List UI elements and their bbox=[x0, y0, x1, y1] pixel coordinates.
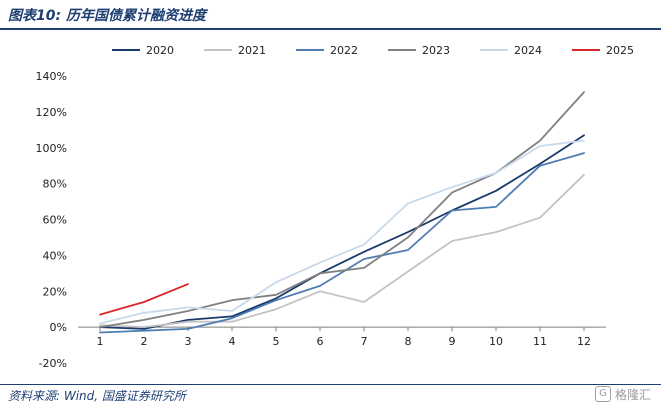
y-tick-label: 120% bbox=[36, 106, 67, 119]
y-tick-label: 100% bbox=[36, 142, 67, 155]
y-tick-label: 0% bbox=[50, 321, 67, 334]
series-lines bbox=[99, 91, 585, 334]
chart-legend: 2020 2021 2022 2023 2024 2025 bbox=[112, 44, 634, 57]
x-tick-label: 7 bbox=[361, 335, 368, 348]
y-tick-label: 80% bbox=[43, 178, 67, 191]
legend-label-2023: 2023 bbox=[422, 44, 450, 57]
legend-label-2021: 2021 bbox=[238, 44, 266, 57]
x-tick-label: 6 bbox=[317, 335, 324, 348]
y-tick-label: 140% bbox=[36, 70, 67, 83]
source-divider bbox=[0, 384, 661, 385]
y-tick-label: 40% bbox=[43, 249, 67, 262]
legend-label-2020: 2020 bbox=[146, 44, 174, 57]
legend-label-2022: 2022 bbox=[330, 44, 358, 57]
legend-label-2025: 2025 bbox=[606, 44, 634, 57]
figure-title: 图表10: 历年国债累计融资进度 bbox=[8, 8, 206, 24]
title-bar: 图表10: 历年国债累计融资进度 bbox=[0, 0, 661, 30]
watermark-text: 格隆汇 bbox=[614, 387, 651, 402]
legend-label-2024: 2024 bbox=[514, 44, 542, 57]
x-tick-label: 8 bbox=[405, 335, 412, 348]
x-tick-label: 10 bbox=[489, 335, 503, 348]
series-line-2025 bbox=[99, 283, 189, 316]
y-tick-label: -20% bbox=[39, 357, 67, 370]
series-line-2023 bbox=[99, 91, 585, 328]
series-line-2021 bbox=[99, 173, 585, 328]
x-axis: 1 2 3 4 5 6 7 8 9 10 11 12 bbox=[78, 326, 606, 348]
source-note: 资料来源: Wind, 国盛证券研究所 bbox=[8, 389, 186, 403]
x-tick-label: 1 bbox=[97, 335, 104, 348]
y-tick-label: 20% bbox=[43, 285, 67, 298]
gelonghui-logo-icon: G bbox=[594, 386, 611, 402]
series-line-2020 bbox=[99, 134, 585, 330]
y-axis: -20% 0% 20% 40% 60% 80% 100% 120% 140% bbox=[36, 70, 67, 370]
x-tick-label: 4 bbox=[229, 335, 236, 348]
series-line-2022 bbox=[99, 152, 585, 334]
title-divider bbox=[0, 28, 661, 30]
y-tick-label: 60% bbox=[43, 214, 67, 227]
x-tick-label: 5 bbox=[273, 335, 280, 348]
series-line-2024 bbox=[99, 139, 585, 325]
x-tick-label: 9 bbox=[449, 335, 456, 348]
x-tick-label: 3 bbox=[185, 335, 192, 348]
watermark: G 格隆汇 bbox=[594, 384, 651, 404]
x-tick-label: 2 bbox=[141, 335, 148, 348]
x-tick-label: 11 bbox=[533, 335, 547, 348]
line-chart: 2020 2021 2022 2023 2024 2025 -20% 0% 20% 40% 60%… bbox=[36, 44, 634, 370]
x-tick-label: 12 bbox=[577, 335, 591, 348]
